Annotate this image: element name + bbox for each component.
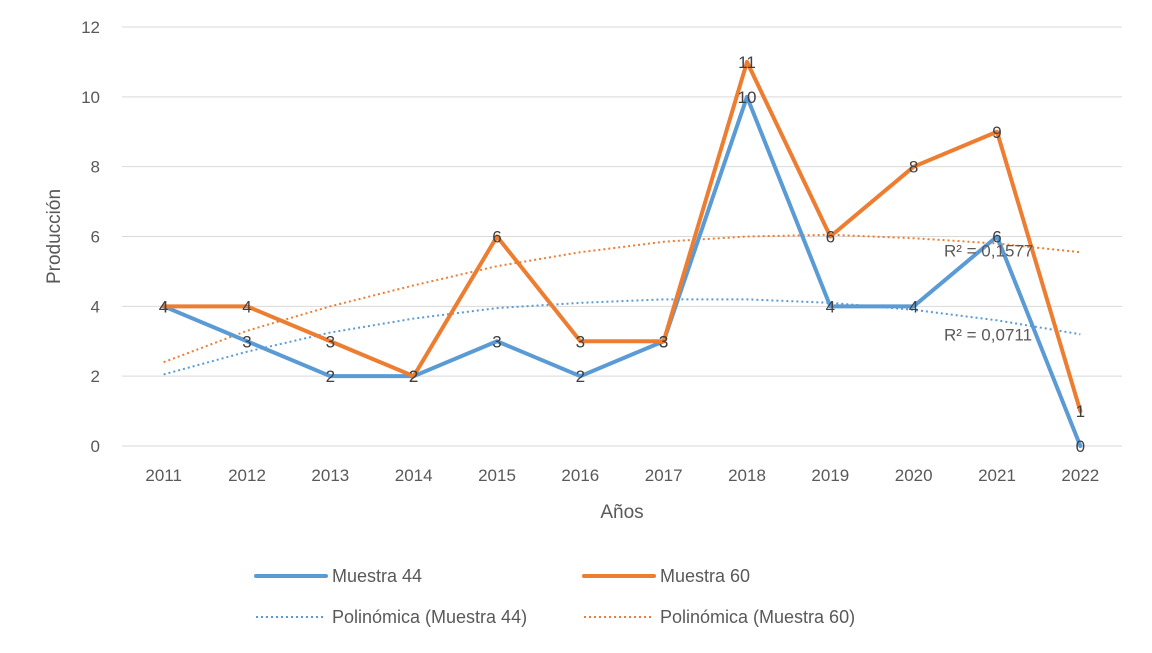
series-line <box>161 59 1083 414</box>
trendlines <box>163 233 1081 376</box>
series-line <box>161 94 1083 448</box>
x-tick-label: 2019 <box>811 466 849 485</box>
y-tick-label: 2 <box>91 367 100 386</box>
x-tick-label: 2011 <box>145 466 182 485</box>
data-label: 3 <box>576 332 585 351</box>
legend: Muestra 44 Muestra 60 Polinómica (Muestra … <box>254 566 855 627</box>
y-tick-label: 6 <box>91 228 100 247</box>
r2-label: R² = 0,1577 <box>944 241 1033 260</box>
legend-item: Muestra 44 <box>254 566 422 586</box>
x-tick-label: 2017 <box>645 466 683 485</box>
data-label: 4 <box>159 297 168 316</box>
data-label: 3 <box>242 332 251 351</box>
data-label: 4 <box>909 297 918 316</box>
y-tick-label: 12 <box>81 18 100 37</box>
data-label: 2 <box>409 367 418 386</box>
series-lines <box>161 59 1083 448</box>
y-tick-label: 4 <box>91 297 100 316</box>
y-axis-title: Producción <box>44 189 65 284</box>
data-label: 6 <box>826 228 835 247</box>
data-label: 11 <box>738 53 756 72</box>
data-label: 4 <box>826 297 835 316</box>
legend-item: Polinómica (Muestra 60) <box>584 607 855 627</box>
data-label: 1 <box>1076 402 1085 421</box>
x-tick-label: 2013 <box>311 466 349 485</box>
legend-item: Muestra 60 <box>582 566 750 586</box>
trendline <box>163 298 1081 376</box>
data-label: 2 <box>576 367 585 386</box>
data-label: 9 <box>992 123 1001 142</box>
legend-label: Muestra 60 <box>660 566 750 586</box>
legend-label: Muestra 44 <box>332 566 422 586</box>
data-label: 4 <box>159 297 168 316</box>
x-tick-label: 2018 <box>728 466 766 485</box>
y-tick-label: 10 <box>81 88 100 107</box>
legend-item: Polinómica (Muestra 44) <box>256 607 527 627</box>
data-label: 2 <box>409 367 418 386</box>
data-label: 10 <box>738 88 757 107</box>
data-label: 3 <box>659 332 668 351</box>
x-tick-label: 2016 <box>561 466 599 485</box>
x-axis-title: Años <box>600 502 643 523</box>
x-tick-label: 2012 <box>228 466 266 485</box>
x-axis-ticks: 2011 2012 2013 2014 2015 2016 2017 2018 2019 2020… <box>145 466 1099 485</box>
data-label: 4 <box>242 297 251 316</box>
legend-label: Polinómica (Muestra 44) <box>332 607 527 627</box>
r2-labels: R² = 0,0711 R² = 0,1577 <box>944 241 1033 344</box>
x-tick-label: 2015 <box>478 466 516 485</box>
legend-label: Polinómica (Muestra 60) <box>660 607 855 627</box>
y-axis-ticks: 0 2 4 6 8 10 12 <box>81 18 100 456</box>
data-label: 0 <box>1076 437 1085 456</box>
x-tick-label: 2022 <box>1061 466 1099 485</box>
x-tick-label: 2021 <box>978 466 1016 485</box>
gridlines <box>122 26 1122 447</box>
data-label: 3 <box>659 332 668 351</box>
x-tick-label: 2014 <box>395 466 433 485</box>
data-label: 6 <box>992 228 1001 247</box>
data-label: 3 <box>492 332 501 351</box>
y-tick-label: 0 <box>91 437 100 456</box>
r2-label: R² = 0,0711 <box>944 325 1032 344</box>
data-label: 6 <box>492 228 501 247</box>
x-tick-label: 2020 <box>895 466 933 485</box>
data-label: 3 <box>326 332 335 351</box>
data-label: 8 <box>909 158 918 177</box>
y-tick-label: 8 <box>91 158 100 177</box>
trendline <box>163 233 1081 364</box>
data-label: 2 <box>326 367 335 386</box>
